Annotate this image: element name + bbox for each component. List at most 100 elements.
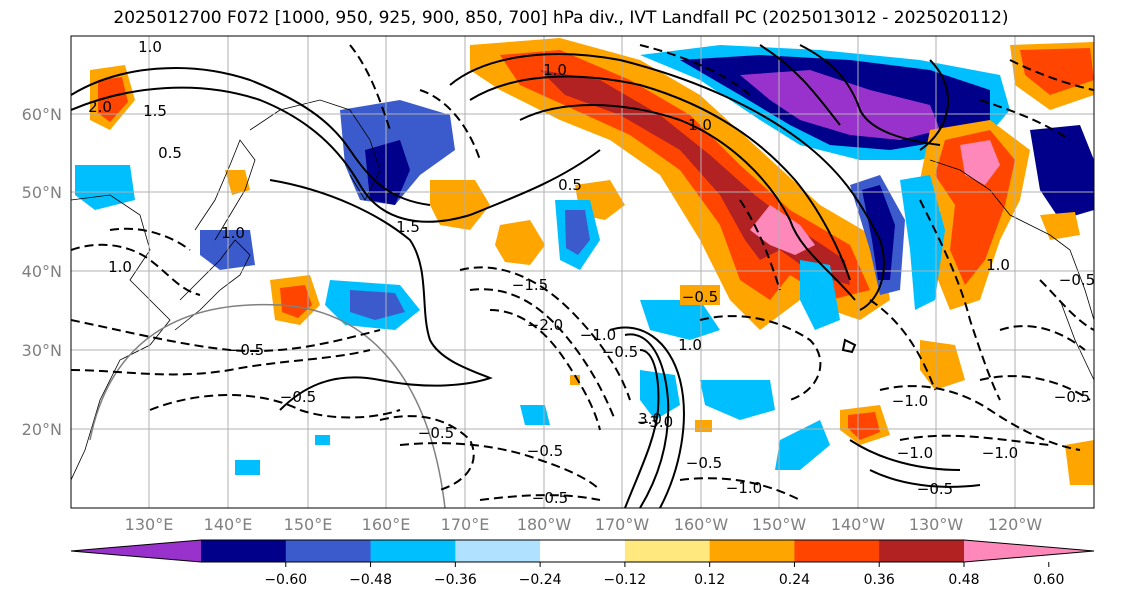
colorbar-swatch [370,540,456,562]
fill-negative-kamchatka-dark [365,140,410,205]
contour-label: −0.5 [527,442,563,460]
colorbar-tick-label: −0.60 [264,572,307,588]
colorbar-tick-label: 0.60 [1033,572,1064,588]
contour-label: −3.0 [637,413,673,431]
contour-label: 1.0 [221,224,245,242]
chart-title: 2025012700 F072 [1000, 950, 925, 900, 85… [113,8,1009,28]
fill-positive-midpac2 [495,220,545,265]
contour-label: −0.5 [682,288,718,306]
lon-tick-label: 170°E [441,515,490,534]
contour-label: −1.0 [982,444,1018,462]
colorbar-extend-high [964,540,1094,562]
lon-tick-label: 150°E [284,515,333,534]
lon-tick-label: 140°W [831,515,886,534]
lon-tick-label: 160°W [674,515,729,534]
colorbar-tick-label: −0.48 [349,572,392,588]
contour-label: 1.0 [108,258,132,276]
colorbar-swatch [794,540,880,562]
contour-label: 1.0 [543,61,567,79]
colorbar-tick-label: 0.48 [948,572,979,588]
colorbar-tick-label: 0.36 [864,572,895,588]
fill-negative-subtrop1-dark [565,210,590,255]
contour-label: 1.0 [688,116,712,134]
contour-label: −1.0 [580,326,616,344]
coastlines [71,99,1094,481]
contour-labels: 1.02.0 1.50.51.5−0.5−0.5−0.5−0.5−0.5−1.0−… [88,38,1095,507]
lon-tick-label: 120°W [988,515,1043,534]
lat-tick-label: 40°N [22,262,62,281]
lon-tick-label: 140°E [204,515,253,534]
latitude-tick-labels: 60°N 50°N 40°N 30°N 20°N [22,105,62,439]
colorbar-tick-label: −0.12 [603,572,646,588]
fill-positive-ecpac [920,340,965,390]
fill-negative-streak1-dark [862,185,895,280]
contour-label: 0.5 [558,176,582,194]
contour-label: 1.5 [396,218,420,236]
colorbar-swatch [540,540,626,562]
colorbar-swatch [709,540,795,562]
colorbar: −0.60 −0.48 −0.36 −0.24 −0.12 0.12 0.24 0.36 0.4… [70,539,1095,588]
fill-positive-gulf-pink [960,140,1000,185]
colorbar-swatch [285,540,372,562]
contour-label: 1.0 [678,336,702,354]
contour-label: 1.5 [143,102,167,120]
colorbar-tick-label: −0.24 [519,572,562,588]
longitude-tick-labels: 130°E 140°E 150°E 160°E 170°E 180°W 170°W 160°W… [125,515,1043,534]
fill-negative-kuril [350,290,405,320]
lon-tick-label: 150°W [752,515,807,534]
colorbar-swatch [879,540,965,562]
fill-positive-small4 [695,420,712,432]
fill-negative-subtrop5 [520,405,550,425]
fill-negative-subtrop4 [775,420,830,470]
fill-negative-small2 [315,435,330,445]
lat-tick-label: 60°N [22,105,62,124]
lon-tick-label: 160°E [362,515,411,534]
contour-label: −1.0 [892,392,928,410]
colorbar-swatch [201,540,287,562]
contour-label: −0.5 [1054,388,1090,406]
fill-positive-ecpac2 [1065,440,1094,485]
contour-label: −0.5 [917,480,953,498]
contour-label: −0.5 [532,489,568,507]
fill-negative-cpac [640,370,680,420]
contour-label: −1.0 [897,444,933,462]
fill-negative-purple [740,70,940,140]
lon-tick-label: 130°E [125,515,174,534]
contour-label: −0.5 [418,424,454,442]
lat-tick-label: 50°N [22,183,62,202]
contour-label: −0.5 [280,388,316,406]
fill-positive-ecpac3 [1040,212,1080,240]
colorbar-tick-label: 0.24 [779,572,810,588]
range-ring [89,303,446,508]
contour-label: 2.0 [88,98,112,116]
lon-tick-label: 180°W [517,515,572,534]
map-panel: 1.02.0 1.50.51.5−0.5−0.5−0.5−0.5−0.5−1.0−… [71,36,1095,508]
fill-positive-small3 [570,375,580,385]
contours-positive [71,44,981,508]
lat-tick-label: 30°N [22,341,62,360]
contour-label: −0.5 [602,343,638,361]
contour-label: −0.5 [1059,271,1095,289]
colorbar-swatch [624,540,711,562]
fill-positive-pink [750,205,815,255]
fill-negative-streak2 [900,175,945,310]
lon-tick-label: 130°W [909,515,964,534]
fill-negative-gulf-blue [1030,125,1094,220]
fill-negative-westpac [75,165,135,210]
contour-label: −0.5 [686,454,722,472]
contour-label: −1.0 [726,479,762,497]
colorbar-tick-label: −0.36 [434,572,477,588]
contour-label: 0.5 [158,144,182,162]
fill-negative-small [235,460,260,475]
colorbar-outline [70,539,1095,563]
colorbar-extend-low [71,540,201,562]
fill-negative-streak3 [800,260,840,330]
fill-negative-subtrop3 [700,380,775,420]
fill-positive-siberia-red [98,77,128,122]
lat-tick-label: 20°N [22,420,62,439]
fill-negative-subtrop2 [640,300,720,340]
contour-label: −1.5 [512,276,548,294]
fill-positive-jp [225,170,250,195]
colorbar-swatch [455,540,541,562]
